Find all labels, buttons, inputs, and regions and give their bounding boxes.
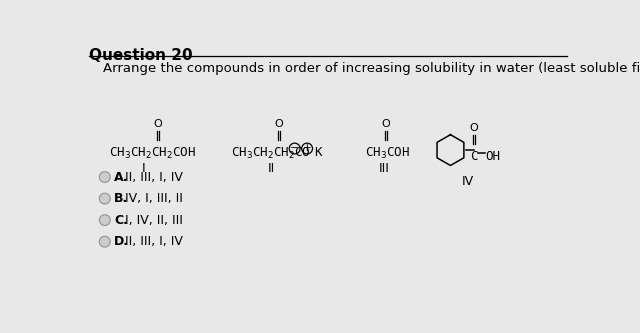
Circle shape xyxy=(99,171,110,182)
Text: I: I xyxy=(141,162,145,174)
Text: IV, I, III, II: IV, I, III, II xyxy=(125,192,183,205)
Text: OH: OH xyxy=(485,150,500,163)
Text: O: O xyxy=(275,119,284,129)
Circle shape xyxy=(99,236,110,247)
Text: I, IV, II, III: I, IV, II, III xyxy=(125,214,183,227)
Text: +: + xyxy=(303,143,312,153)
Text: O: O xyxy=(153,119,162,129)
Text: O: O xyxy=(469,123,478,133)
Text: Arrange the compounds in order of increasing solubility in water (least soluble : Arrange the compounds in order of increa… xyxy=(103,62,640,75)
Text: D.: D. xyxy=(114,235,129,248)
Text: II: II xyxy=(268,162,275,174)
Circle shape xyxy=(99,193,110,204)
Text: II, III, I, IV: II, III, I, IV xyxy=(125,235,183,248)
Text: CH$_3$CH$_2$CH$_2$COH: CH$_3$CH$_2$CH$_2$COH xyxy=(109,146,196,161)
Text: C.: C. xyxy=(114,214,128,227)
Text: Question 20: Question 20 xyxy=(90,48,193,63)
Text: C: C xyxy=(470,150,477,163)
Text: CH$_3$CH$_2$CH$_2$CO: CH$_3$CH$_2$CH$_2$CO xyxy=(231,146,311,161)
Text: O: O xyxy=(381,119,390,129)
Text: A.: A. xyxy=(114,170,129,183)
Circle shape xyxy=(99,215,110,225)
Text: IV: IV xyxy=(461,175,474,188)
Text: III: III xyxy=(378,162,389,174)
Text: −: − xyxy=(291,143,299,153)
Text: K: K xyxy=(314,146,321,159)
Text: CH$_3$COH: CH$_3$COH xyxy=(365,146,410,161)
Text: B.: B. xyxy=(114,192,129,205)
Text: II, III, I, IV: II, III, I, IV xyxy=(125,170,183,183)
